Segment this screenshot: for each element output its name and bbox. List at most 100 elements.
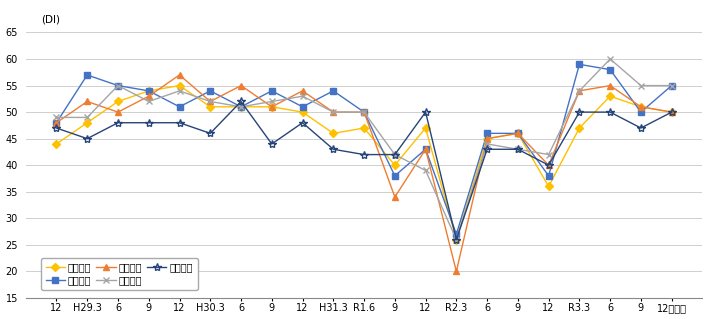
県北地域 [391,163,399,167]
鹿行地域 [575,89,583,93]
県北地域 [513,131,522,135]
県央地域 [575,63,583,66]
県南地域 [483,142,491,146]
県北地域 [329,131,338,135]
Legend: 県北地域, 県央地域, 鹿行地域, 県南地域, 県西地域: 県北地域, 県央地域, 鹿行地域, 県南地域, 県西地域 [40,258,198,290]
県央地域 [513,131,522,135]
県西地域 [298,121,307,125]
県北地域 [236,105,245,109]
鹿行地域 [391,195,399,199]
県北地域 [176,84,184,87]
県北地域 [575,126,583,130]
県南地域 [636,84,645,87]
県央地域 [391,174,399,178]
県南地域 [668,84,676,87]
鹿行地域 [236,84,245,87]
県西地域 [114,121,122,125]
鹿行地域 [176,73,184,77]
Text: (DI): (DI) [41,15,60,25]
鹿行地域 [360,110,368,114]
鹿行地域 [513,131,522,135]
鹿行地域 [206,100,215,103]
県西地域 [83,137,91,141]
県北地域 [606,94,615,98]
鹿行地域 [421,147,430,151]
県南地域 [575,89,583,93]
県央地域 [83,73,91,77]
Line: 県央地域: 県央地域 [54,62,675,237]
県南地域 [114,84,122,87]
県南地域 [206,100,215,103]
県南地域 [144,100,153,103]
鹿行地域 [452,270,461,273]
鹿行地域 [606,84,615,87]
県北地域 [360,126,368,130]
県西地域 [452,238,461,241]
県南地域 [298,94,307,98]
Line: 県西地域: 県西地域 [52,97,676,244]
鹿行地域 [83,100,91,103]
県西地域 [606,110,615,114]
県北地域 [544,184,553,188]
Line: 鹿行地域: 鹿行地域 [53,71,675,275]
県北地域 [144,89,153,93]
県南地域 [452,238,461,241]
県西地域 [636,126,645,130]
県西地域 [421,110,430,114]
県南地域 [360,110,368,114]
鹿行地域 [268,105,276,109]
県央地域 [144,89,153,93]
県南地域 [52,115,61,119]
県南地域 [83,115,91,119]
Line: 県南地域: 県南地域 [53,56,675,243]
県西地域 [236,100,245,103]
県北地域 [668,110,676,114]
県南地域 [268,100,276,103]
県北地域 [636,105,645,109]
県央地域 [236,105,245,109]
県央地域 [452,232,461,236]
県南地域 [236,105,245,109]
県北地域 [114,100,122,103]
県西地域 [144,121,153,125]
県南地域 [513,147,522,151]
県西地域 [206,131,215,135]
県南地域 [329,110,338,114]
県北地域 [298,110,307,114]
鹿行地域 [144,94,153,98]
Line: 県北地域: 県北地域 [54,83,675,242]
県南地域 [606,57,615,61]
県央地域 [329,89,338,93]
県央地域 [483,131,491,135]
県西地域 [668,110,676,114]
鹿行地域 [483,137,491,141]
鹿行地域 [52,121,61,125]
県北地域 [483,137,491,141]
県北地域 [421,126,430,130]
県央地域 [268,89,276,93]
県西地域 [268,142,276,146]
鹿行地域 [636,105,645,109]
県央地域 [114,84,122,87]
鹿行地域 [544,163,553,167]
県西地域 [544,163,553,167]
鹿行地域 [298,89,307,93]
県央地域 [421,147,430,151]
県北地域 [452,238,461,241]
県西地域 [575,110,583,114]
県央地域 [636,110,645,114]
県央地域 [544,174,553,178]
鹿行地域 [668,110,676,114]
県央地域 [668,84,676,87]
県北地域 [52,142,61,146]
県南地域 [176,89,184,93]
県北地域 [83,121,91,125]
県西地域 [483,147,491,151]
県西地域 [513,147,522,151]
鹿行地域 [114,110,122,114]
県南地域 [421,168,430,172]
県北地域 [268,105,276,109]
県西地域 [176,121,184,125]
県央地域 [360,110,368,114]
県央地域 [176,105,184,109]
